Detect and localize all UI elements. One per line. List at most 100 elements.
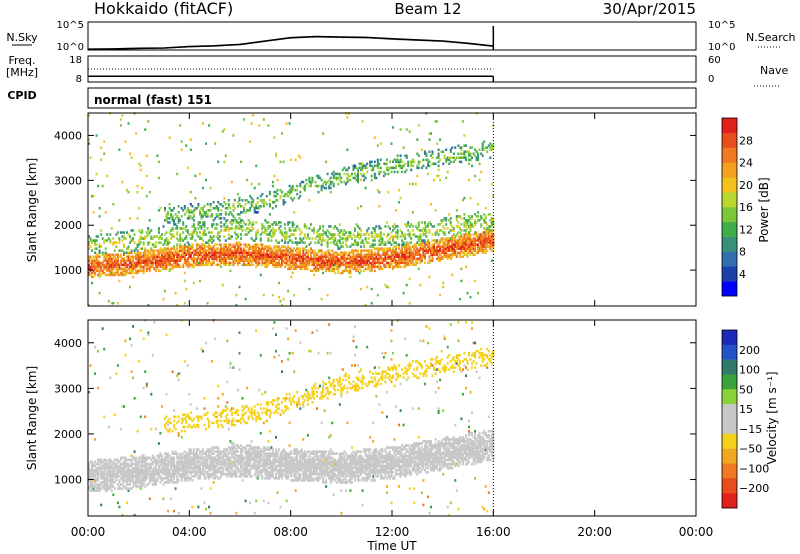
heatmap-cell (364, 233, 367, 236)
heatmap-cell (94, 438, 97, 441)
heatmap-cell (319, 227, 321, 230)
heatmap-cell (477, 249, 480, 252)
heatmap-cell (344, 269, 347, 273)
heatmap-cell (261, 192, 264, 196)
heatmap-cell (153, 477, 156, 480)
heatmap-cell (262, 205, 265, 208)
heatmap-cell (398, 160, 401, 164)
heatmap-cell (103, 479, 106, 482)
heatmap-cell (161, 249, 163, 252)
heatmap-cell (237, 227, 239, 230)
heatmap-cell (156, 479, 159, 482)
heatmap-cell (337, 176, 340, 180)
heatmap-cell (116, 267, 119, 271)
heatmap-cell (92, 269, 95, 273)
heatmap-cell (95, 253, 98, 256)
heatmap-cell (174, 415, 177, 419)
heatmap-cell (141, 477, 144, 480)
heatmap-cell (252, 199, 255, 202)
heatmap-cell (165, 462, 168, 466)
heatmap-cell (346, 255, 349, 258)
heatmap-cell (290, 247, 293, 250)
heatmap-cell (448, 241, 451, 244)
heatmap-cell (460, 235, 463, 238)
heatmap-cell (185, 468, 188, 472)
heatmap-cell (147, 470, 150, 474)
heatmap-cell (492, 233, 495, 236)
heatmap-cell (136, 460, 139, 464)
heatmap-cell (259, 205, 262, 208)
heatmap-cell (147, 261, 150, 265)
heatmap-cell (197, 448, 200, 451)
heatmap-cell (490, 221, 493, 224)
heatmap-cell (398, 201, 401, 204)
heatmap-cell (490, 219, 493, 222)
heatmap-cell (157, 454, 160, 458)
heatmap-cell (153, 468, 156, 472)
heatmap-cell (401, 164, 404, 168)
heatmap-cell (451, 241, 454, 244)
heatmap-cell (141, 458, 144, 462)
heatmap-cell (433, 245, 435, 248)
heatmap-cell (275, 261, 277, 265)
heatmap-cell (88, 142, 90, 145)
heatmap-cell (144, 253, 147, 256)
heatmap-cell (94, 241, 97, 244)
heatmap-cell (376, 164, 379, 168)
heatmap-cell (306, 267, 309, 271)
heatmap-cell (144, 235, 147, 238)
heatmap-cell (337, 245, 340, 248)
heatmap-cell (162, 477, 165, 480)
heatmap-cell (214, 227, 217, 230)
heatmap-cell (191, 245, 194, 248)
heatmap-cell (192, 209, 195, 212)
heatmap-cell (416, 235, 419, 238)
heatmap-cell (200, 259, 203, 262)
heatmap-cell (465, 241, 467, 244)
heatmap-cell (194, 475, 197, 478)
heatmap-cell (144, 247, 147, 250)
heatmap-cell (308, 257, 311, 260)
heatmap-cell (127, 271, 130, 275)
heatmap-cell (405, 154, 408, 157)
heatmap-cell (233, 253, 236, 256)
heatmap-cell (381, 267, 384, 271)
heatmap-cell (115, 241, 118, 244)
heatmap-cell (420, 241, 423, 244)
heatmap-cell (385, 168, 388, 172)
heatmap-cell (364, 253, 367, 256)
heatmap-cell (110, 271, 113, 275)
heatmap-cell (443, 241, 446, 244)
heatmap-cell (232, 261, 235, 265)
heatmap-cell (203, 205, 206, 208)
heatmap-cell (221, 130, 224, 133)
heatmap-cell (306, 233, 309, 236)
heatmap-cell (427, 249, 429, 252)
heatmap-cell (200, 263, 203, 267)
heatmap-cell (468, 233, 470, 236)
heatmap-cell (148, 468, 151, 472)
heatmap-cell (238, 225, 241, 228)
heatmap-cell (445, 243, 448, 246)
heatmap-cell (130, 454, 133, 458)
heatmap-cell (481, 245, 484, 248)
heatmap-cell (428, 247, 431, 250)
heatmap-cell (314, 253, 317, 256)
heatmap-cell (407, 257, 410, 260)
heatmap-cell (474, 243, 477, 246)
heatmap-cell (313, 257, 315, 260)
heatmap-cell (195, 259, 198, 262)
heatmap-cell (349, 245, 352, 248)
heatmap-cell (136, 472, 139, 476)
heatmap-cell (116, 255, 119, 258)
heatmap-cell (115, 372, 118, 375)
heatmap-cell (396, 255, 399, 258)
heatmap-cell (299, 194, 302, 198)
heatmap-cell (229, 255, 232, 258)
heatmap-cell (252, 205, 255, 208)
heatmap-cell (288, 257, 291, 260)
heatmap-cell (170, 215, 173, 218)
heatmap-cell (366, 241, 369, 244)
heatmap-cell (153, 245, 156, 248)
heatmap-cell (119, 427, 122, 431)
